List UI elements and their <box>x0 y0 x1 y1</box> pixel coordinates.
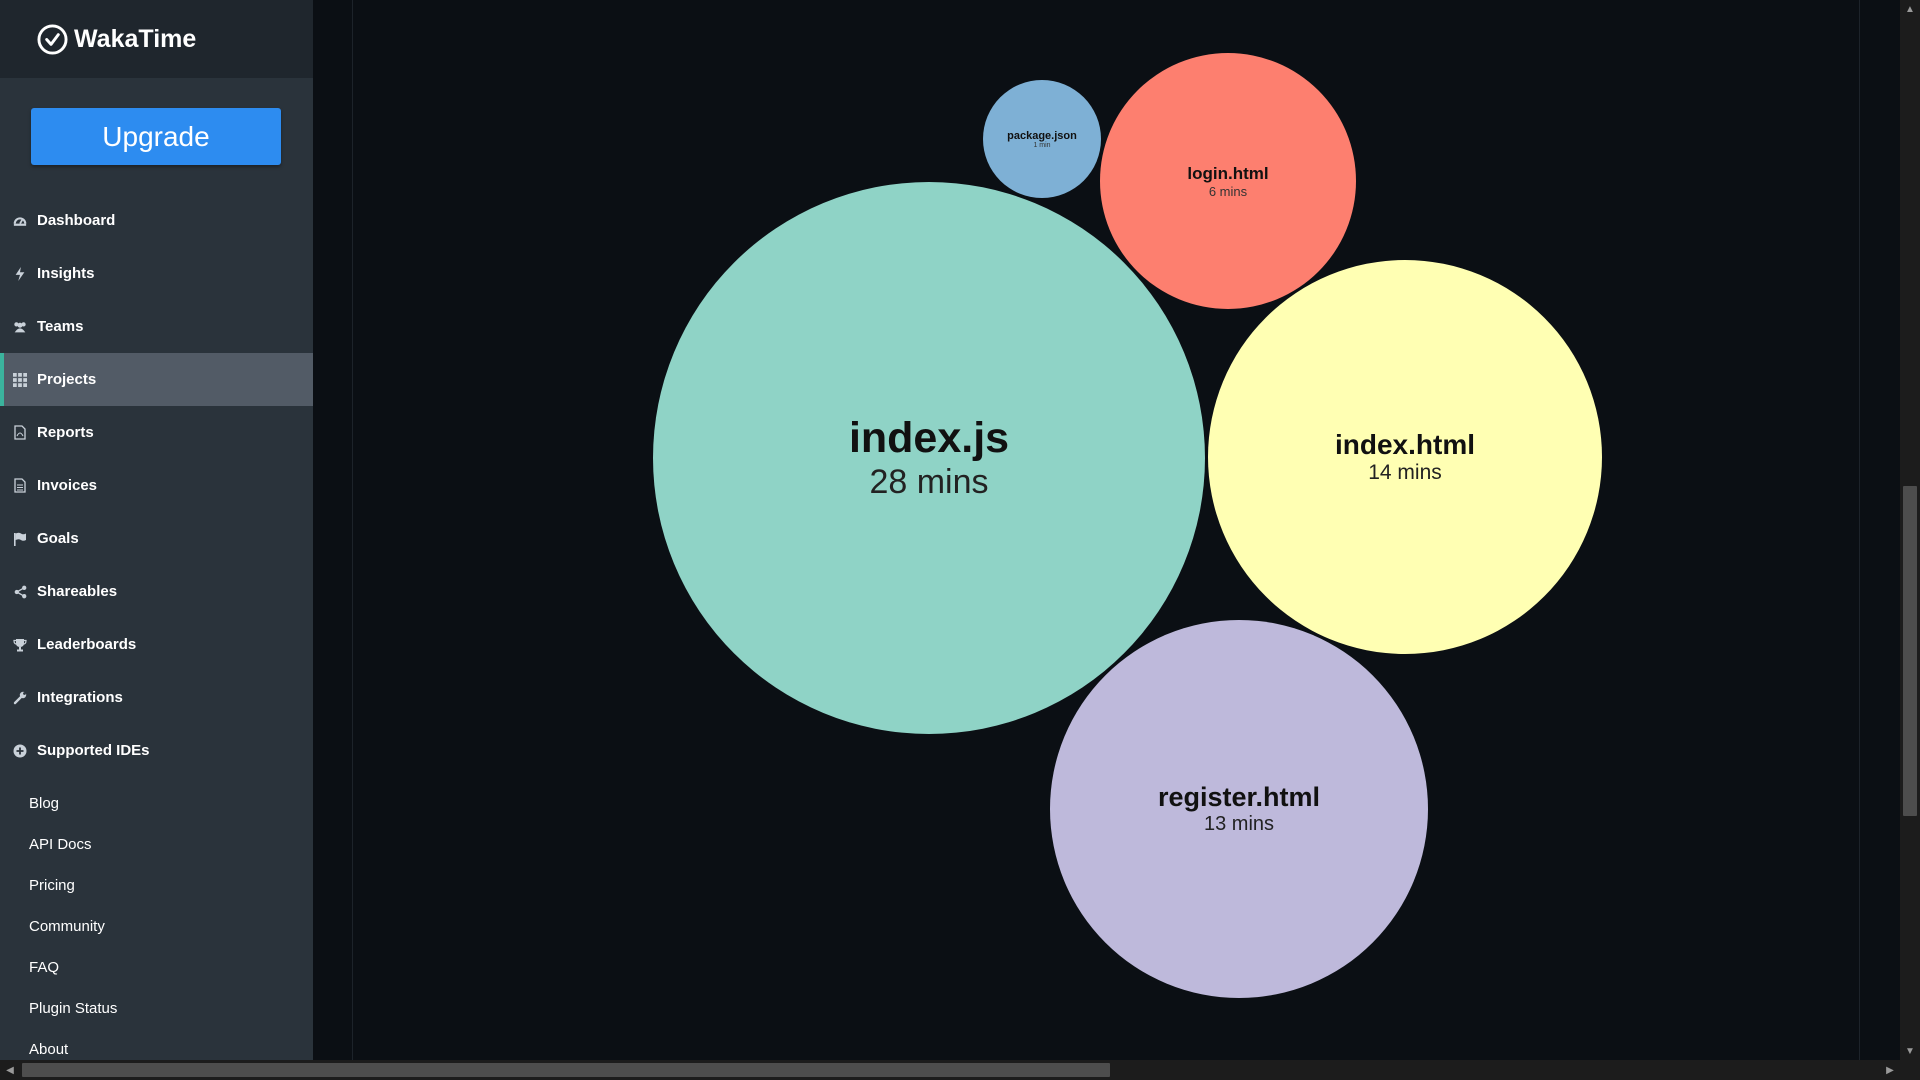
link-pricing[interactable]: Pricing <box>29 877 75 894</box>
brand-name: WakaTime <box>74 24 197 53</box>
sidebar-item-shareables[interactable]: Shareables <box>0 565 313 618</box>
scroll-right-icon[interactable]: ▶ <box>1886 1064 1894 1076</box>
link-blog[interactable]: Blog <box>29 795 60 812</box>
file-bubble-package-json[interactable]: package.json 1 min <box>983 80 1101 198</box>
dashboard-icon <box>12 213 28 229</box>
file-time: 28 mins <box>869 463 989 501</box>
sidebar-item-label: Reports <box>37 424 94 441</box>
vertical-scroll-thumb[interactable] <box>1903 486 1917 816</box>
file-time: 6 mins <box>1208 183 1248 199</box>
users-icon <box>12 319 28 335</box>
sidebar-item-label: Insights <box>37 265 95 282</box>
horizontal-scroll-thumb[interactable] <box>22 1063 1110 1077</box>
sidebar-item-label: Invoices <box>37 477 98 494</box>
sidebar-item-integrations[interactable]: Integrations <box>0 671 313 724</box>
sidebar-item-label: Teams <box>37 318 84 335</box>
sidebar-item-teams[interactable]: Teams <box>0 300 313 353</box>
wrench-icon <box>12 690 28 706</box>
sidebar-item-insights[interactable]: Insights <box>0 247 313 300</box>
brand[interactable]: WakaTime <box>0 0 313 78</box>
file-name: index.js <box>848 414 1010 462</box>
link-about[interactable]: About <box>29 1041 69 1058</box>
file-time: 13 mins <box>1203 813 1275 835</box>
scroll-up-icon[interactable]: ▲ <box>1905 3 1915 15</box>
file-name: login.html <box>1187 163 1269 183</box>
sidebar-item-leaderboards[interactable]: Leaderboards <box>0 618 313 671</box>
sidebar-item-label: Leaderboards <box>37 636 137 653</box>
sidebar-item-label: Dashboard <box>37 212 116 229</box>
plus-circle-icon <box>12 743 28 759</box>
wakatime-logo-icon <box>37 23 68 55</box>
sidebar-item-projects[interactable]: Projects <box>0 353 313 406</box>
file-bubble-register-html[interactable]: register.html 13 mins <box>1050 620 1428 998</box>
file-name: package.json <box>1007 129 1077 142</box>
file-bubble-index-html[interactable]: index.html 14 mins <box>1208 260 1602 654</box>
scroll-down-icon[interactable]: ▼ <box>1905 1045 1915 1057</box>
sidebar-item-supported-ides[interactable]: Supported IDEs <box>0 724 313 777</box>
file-bubble-login-html[interactable]: login.html 6 mins <box>1100 53 1356 309</box>
file-time: 14 mins <box>1368 461 1442 484</box>
sidebar-item-reports[interactable]: Reports <box>0 406 313 459</box>
sidebar-item-invoices[interactable]: Invoices <box>0 459 313 512</box>
vertical-scrollbar[interactable]: ▲ ▼ <box>1900 0 1920 1060</box>
trophy-icon <box>12 637 28 653</box>
file-time: 1 min <box>1033 141 1051 149</box>
file-bubble-index-js[interactable]: index.js 28 mins <box>653 182 1205 734</box>
file-name: index.html <box>1334 429 1475 460</box>
bolt-icon <box>12 266 28 282</box>
share-icon <box>12 584 28 600</box>
sidebar-item-label: Projects <box>37 371 97 388</box>
sidebar-item-label: Integrations <box>37 689 123 706</box>
link-plugin-status[interactable]: Plugin Status <box>29 1000 118 1017</box>
flag-icon <box>12 531 28 547</box>
sidebar-nav: Dashboard Insights Teams Projects Report… <box>0 194 313 777</box>
files-bubble-panel: package.json 1 min login.html 6 mins ind… <box>352 0 1860 1060</box>
scroll-left-icon[interactable]: ◀ <box>6 1064 14 1076</box>
file-text-icon <box>12 478 28 494</box>
link-community[interactable]: Community <box>29 918 105 935</box>
horizontal-scrollbar[interactable]: ◀ ▶ <box>0 1060 1920 1080</box>
upgrade-button[interactable]: Upgrade <box>31 108 281 165</box>
sidebar-item-goals[interactable]: Goals <box>0 512 313 565</box>
secondary-links: Blog API Docs Pricing Community FAQ Plug… <box>0 783 313 1060</box>
link-faq[interactable]: FAQ <box>29 959 60 976</box>
link-api-docs[interactable]: API Docs <box>29 836 92 853</box>
sidebar-item-label: Supported IDEs <box>37 742 150 759</box>
sidebar: WakaTime Upgrade Dashboard Insights Team… <box>0 0 313 1060</box>
file-pdf-icon <box>12 425 28 441</box>
upgrade-area: Upgrade <box>0 78 313 278</box>
sidebar-item-label: Goals <box>37 530 79 547</box>
sidebar-item-label: Shareables <box>37 583 118 600</box>
grid-icon <box>12 372 28 388</box>
sidebar-item-dashboard[interactable]: Dashboard <box>0 194 313 247</box>
file-name: register.html <box>1157 782 1321 812</box>
